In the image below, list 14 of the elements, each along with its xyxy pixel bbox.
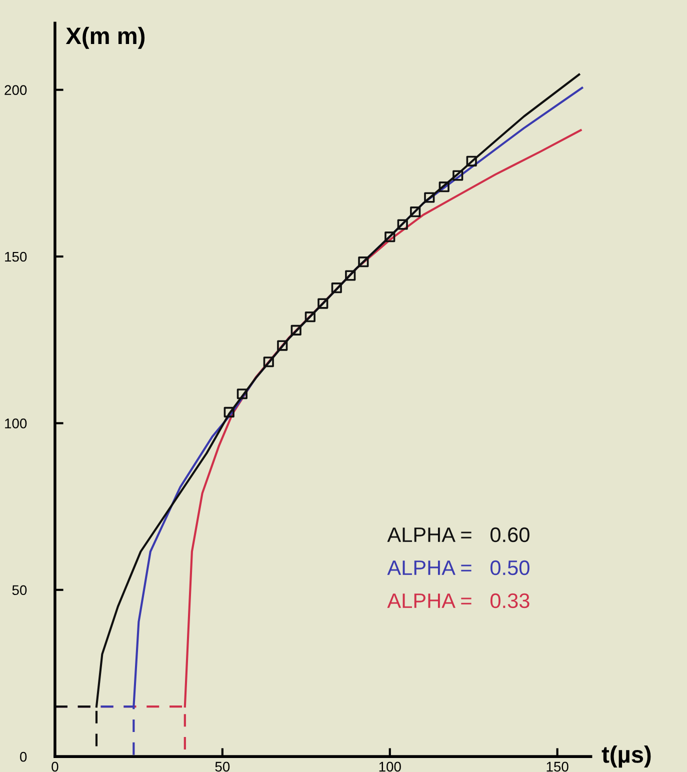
text: ALPHA = 0.50: [387, 560, 530, 576]
y-tick-label: 0: [20, 752, 27, 762]
y-axis-title: X(m m): [66, 26, 145, 49]
text: ALPHA = 0.33: [387, 593, 530, 608]
y-tick-label: 150: [5, 252, 27, 262]
x-tick-label: 150: [546, 762, 568, 772]
x-axis-title: t(µs): [602, 746, 651, 768]
x-tick-label: 0: [52, 762, 58, 772]
y-tick-label: 50: [12, 585, 27, 596]
y-tick-label: 100: [5, 418, 27, 428]
text: ALPHA = 0.60: [387, 527, 530, 542]
y-tick-label: 200: [4, 85, 27, 95]
x-tick-label: 100: [379, 762, 401, 772]
x-tick-label: 50: [215, 762, 230, 772]
